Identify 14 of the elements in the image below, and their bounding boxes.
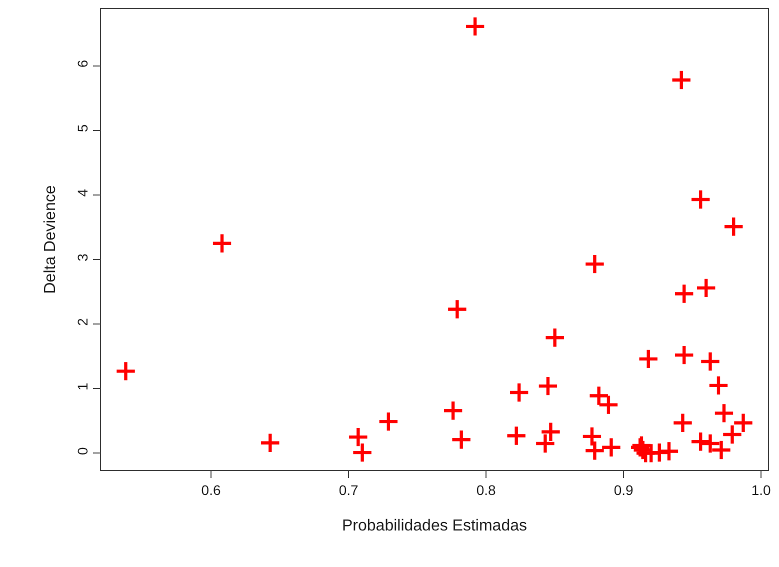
y-tick-label: 5 xyxy=(74,124,90,132)
x-tick-label: 0.6 xyxy=(201,482,221,498)
y-tick-label: 0 xyxy=(74,447,90,456)
y-tick-label: 4 xyxy=(74,188,90,197)
y-tick-label: 2 xyxy=(74,318,90,326)
x-tick-label: 0.7 xyxy=(338,482,358,498)
y-tick-label: 1 xyxy=(74,382,90,390)
x-axis-title: Probabilidades Estimadas xyxy=(342,518,527,535)
x-tick-label: 0.9 xyxy=(614,482,634,498)
y-tick-label: 3 xyxy=(74,253,90,262)
x-tick-label: 0.8 xyxy=(476,482,496,498)
x-tick-label: 1.0 xyxy=(751,482,772,498)
y-tick-label: 6 xyxy=(74,60,90,68)
y-axis-title: Delta Devience xyxy=(42,185,60,294)
